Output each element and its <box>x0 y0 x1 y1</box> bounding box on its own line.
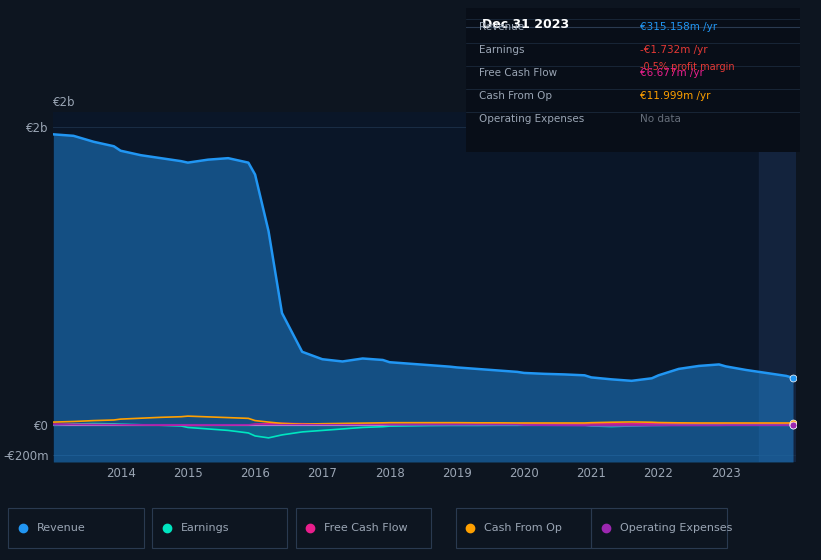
Text: €315.158m /yr: €315.158m /yr <box>640 22 717 31</box>
Text: Cash From Op: Cash From Op <box>484 523 562 533</box>
Text: Free Cash Flow: Free Cash Flow <box>324 523 408 533</box>
Text: Revenue: Revenue <box>37 523 85 533</box>
Text: €2b: €2b <box>53 96 76 109</box>
Text: Earnings: Earnings <box>181 523 229 533</box>
Text: No data: No data <box>640 114 681 124</box>
Text: Dec 31 2023: Dec 31 2023 <box>482 18 570 31</box>
Text: €11.999m /yr: €11.999m /yr <box>640 91 710 101</box>
Bar <box>759 112 796 462</box>
Text: Operating Expenses: Operating Expenses <box>620 523 732 533</box>
Text: -€1.732m /yr: -€1.732m /yr <box>640 45 708 55</box>
Text: Earnings: Earnings <box>479 45 525 55</box>
Text: Operating Expenses: Operating Expenses <box>479 114 585 124</box>
Text: €6.677m /yr: €6.677m /yr <box>640 68 704 78</box>
Text: Revenue: Revenue <box>479 22 524 31</box>
Text: Free Cash Flow: Free Cash Flow <box>479 68 557 78</box>
Text: Cash From Op: Cash From Op <box>479 91 552 101</box>
Text: -0.5% profit margin: -0.5% profit margin <box>640 62 734 72</box>
